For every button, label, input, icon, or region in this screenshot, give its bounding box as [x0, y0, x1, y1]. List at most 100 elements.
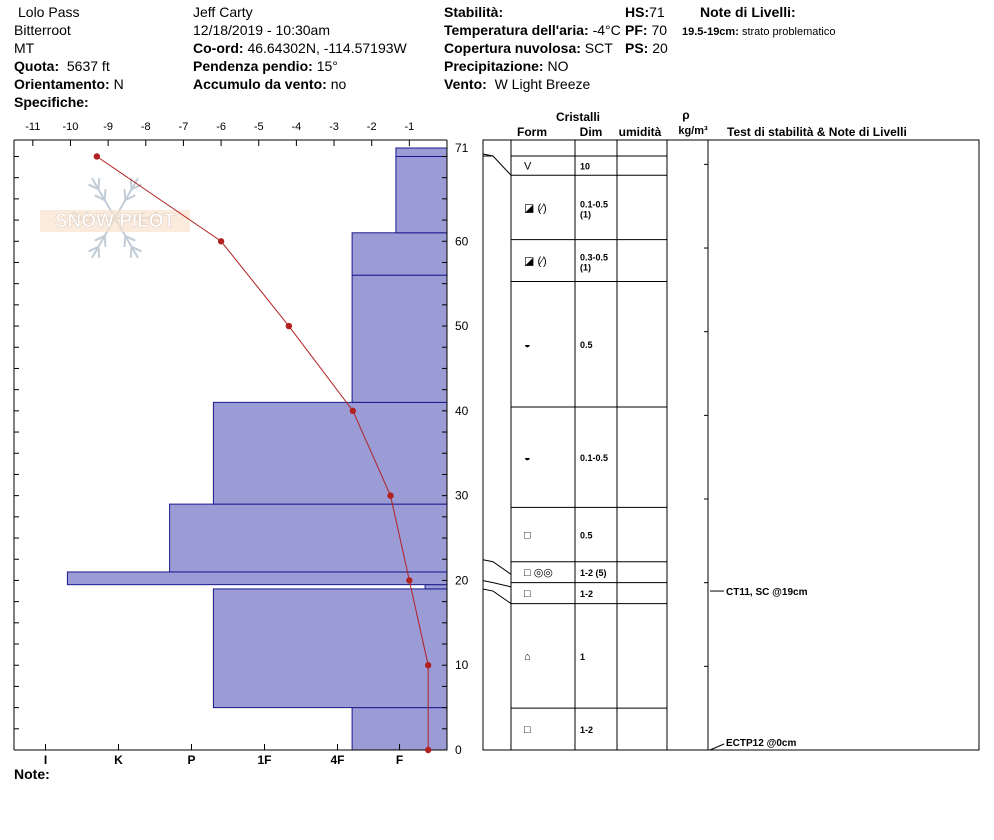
- flake-branch: [135, 217, 146, 226]
- depth-tick-label: 60: [455, 234, 469, 248]
- depth-tick-label: 10: [455, 658, 469, 672]
- coords-value: 46.64302N, -114.57193W: [247, 40, 407, 56]
- temperature-point: [424, 746, 432, 754]
- hardness-bar: [212, 401, 448, 505]
- temperature-point: [349, 407, 357, 415]
- cloud-value: SCT: [584, 40, 613, 56]
- cloud-label: Copertura nuvolosa:: [444, 40, 581, 56]
- depth-tick-label: 50: [455, 319, 469, 333]
- hardness-label: I: [44, 753, 47, 767]
- temp-tick-label: -5: [254, 121, 264, 133]
- flake-branch: [123, 189, 127, 201]
- stability-label: Stabilità:: [444, 4, 504, 20]
- temperature-line: [96, 156, 429, 750]
- range: Bitterroot: [14, 22, 71, 38]
- depth-tick-label: 40: [455, 404, 469, 418]
- layer-size: 1: [580, 652, 585, 662]
- flake-branch: [97, 246, 101, 258]
- header-rho: ρ: [682, 108, 689, 122]
- wind-value: W Light Breeze: [494, 76, 591, 92]
- temp-tick-label: -11: [25, 121, 40, 133]
- flake-branch: [72, 217, 83, 226]
- layer-form: ◪ (⁄): [524, 256, 547, 268]
- temp-tick-label: -6: [216, 121, 226, 133]
- temperature-point: [387, 492, 394, 499]
- layer-table-frame: [482, 139, 980, 751]
- depth-tick-label: 20: [455, 573, 469, 587]
- temp-tick-label: -10: [63, 121, 79, 133]
- ps-label: PS:: [625, 40, 649, 56]
- datetime: 12/18/2019 - 10:30am: [193, 22, 330, 38]
- flake-branch: [88, 183, 99, 191]
- layer-size: 0.3-0.5: [580, 253, 608, 263]
- hardness-bar: [395, 155, 448, 234]
- hardness-bar: [351, 232, 448, 276]
- layer-size: 0.1-0.5: [580, 199, 608, 209]
- aspect-label: Orientamento:: [14, 76, 110, 92]
- flake-branch: [84, 217, 95, 226]
- state: MT: [14, 40, 35, 56]
- layer-connector: [482, 588, 512, 605]
- layer-note-text: strato problematico: [741, 26, 836, 38]
- hardness-label: 4F: [330, 753, 344, 767]
- hardness-bar: [395, 147, 448, 157]
- flake-arm: [114, 217, 139, 259]
- layer-connector: [482, 580, 512, 588]
- temp-tick-label: -8: [141, 121, 151, 133]
- layer-form: ⌂: [524, 651, 531, 663]
- location: Lolo Pass: [18, 4, 80, 20]
- temp-tick-label: -9: [103, 121, 113, 133]
- wind-loading-value: no: [330, 76, 347, 92]
- temp-tick-label: -4: [292, 121, 302, 133]
- coords-label: Co-ord:: [193, 40, 244, 56]
- header-size: Dim: [580, 125, 603, 139]
- flake-branch: [131, 245, 142, 253]
- layer-form: □ ◎◎: [524, 567, 553, 579]
- header-crystals: Cristalli: [556, 110, 600, 124]
- pf-label: PF:: [625, 22, 648, 38]
- flake-branch: [97, 178, 101, 190]
- layer-form: ◒: [524, 452, 531, 464]
- temp-tick-label: -1: [404, 121, 414, 133]
- flake-branch: [129, 246, 133, 258]
- hardness-bar: [66, 571, 448, 586]
- temperature-point: [285, 322, 293, 330]
- wind-label: Vento:: [444, 76, 487, 92]
- flake-branch: [124, 194, 136, 201]
- pf-value: 70: [651, 22, 668, 38]
- ps-value: 20: [652, 40, 668, 56]
- layer-form: ◒: [524, 339, 531, 351]
- layer-size-note: (1): [580, 263, 591, 273]
- depth-tick-label: 30: [455, 489, 469, 503]
- layer-notes-label: Note di Livelli:: [700, 4, 796, 20]
- flake-branch: [94, 235, 106, 242]
- flake-arm: [91, 177, 116, 219]
- hs-label: HS:: [625, 4, 650, 20]
- layer-form: V: [524, 161, 532, 173]
- air-temp-label: Temperatura dell'aria:: [444, 22, 589, 38]
- test-arrow: [709, 743, 725, 751]
- precip-value: NO: [547, 58, 569, 74]
- specifics-label: Specifiche:: [14, 94, 89, 110]
- observer: Jeff Carty: [193, 4, 253, 20]
- layer-size: 0.5: [580, 531, 593, 541]
- temperature-point: [217, 238, 225, 245]
- temperature-point: [424, 662, 432, 669]
- flake-branch: [135, 210, 146, 219]
- precip-label: Precipitazione:: [444, 58, 544, 74]
- slope-value: 15°: [316, 58, 338, 74]
- hardness-label: F: [396, 753, 403, 767]
- layer-connector: [482, 153, 512, 176]
- wind-loading-label: Accumulo da vento:: [193, 76, 327, 92]
- aspect-value: N: [113, 76, 124, 92]
- elevation-value: 5637 ft: [66, 58, 110, 74]
- flake-arm: [91, 217, 116, 259]
- layer-size: 1-2 (5): [580, 568, 607, 578]
- logo-text: SNOW PILOT: [55, 211, 176, 232]
- layer-note-range: 19.5-19cm:: [682, 26, 739, 38]
- flake-branch: [88, 245, 99, 253]
- test-label: ECTP12 @0cm: [726, 738, 796, 749]
- layer-size: 10: [580, 162, 590, 172]
- hardness-label: 1F: [257, 753, 271, 767]
